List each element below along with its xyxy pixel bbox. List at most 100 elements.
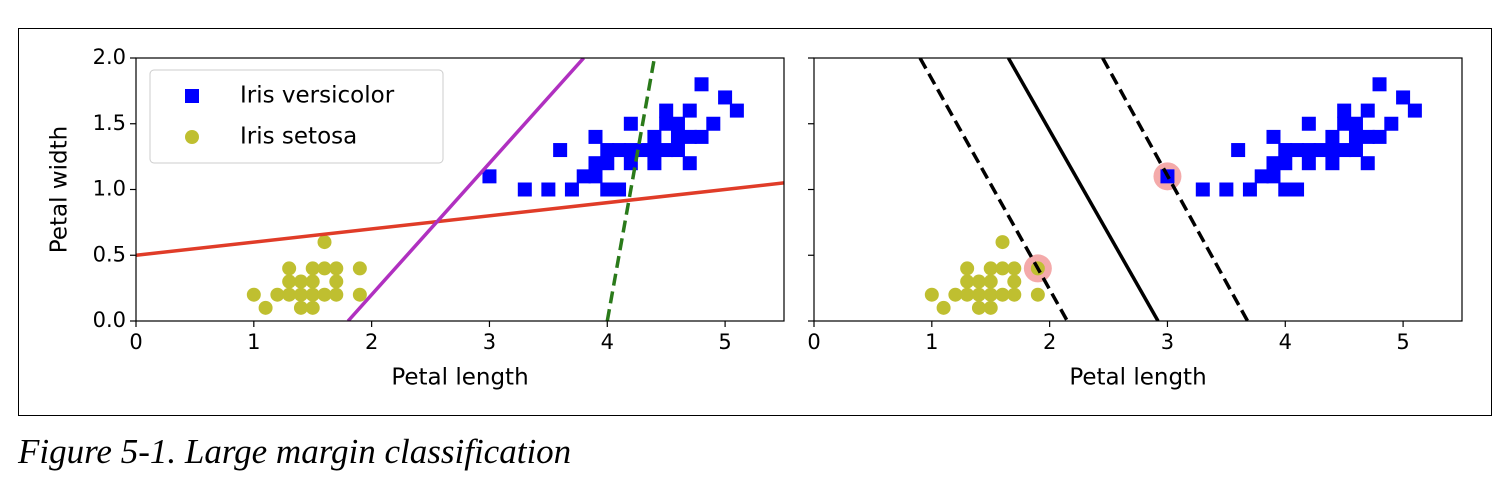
line xyxy=(1101,58,1250,321)
point xyxy=(1325,156,1340,171)
point xyxy=(1360,129,1375,144)
line xyxy=(605,58,657,321)
x-tick-label: 2 xyxy=(365,330,378,354)
point xyxy=(995,261,1010,276)
point xyxy=(682,129,697,144)
point xyxy=(576,169,591,184)
point xyxy=(995,287,1010,302)
point xyxy=(936,300,951,315)
point xyxy=(1266,156,1281,171)
point xyxy=(971,300,986,315)
point xyxy=(553,143,568,158)
point xyxy=(1384,116,1399,131)
point xyxy=(517,182,532,197)
point xyxy=(1242,182,1257,197)
point xyxy=(706,116,721,131)
point xyxy=(670,143,685,158)
x-tick-label: 3 xyxy=(483,330,496,354)
point xyxy=(1360,156,1375,171)
point xyxy=(1337,103,1352,118)
line xyxy=(918,58,1069,321)
point xyxy=(541,182,556,197)
legend-marker xyxy=(185,89,199,103)
point xyxy=(694,77,709,92)
x-tick-label: 5 xyxy=(1396,330,1409,354)
point xyxy=(647,143,662,158)
point xyxy=(600,156,615,171)
point xyxy=(1407,103,1422,118)
point xyxy=(352,261,367,276)
legend-box xyxy=(149,69,444,164)
legend-label: Iris versicolor xyxy=(240,83,395,109)
point xyxy=(282,261,297,276)
point xyxy=(1030,287,1045,302)
point xyxy=(600,143,615,158)
point xyxy=(659,143,674,158)
point xyxy=(600,182,615,197)
point xyxy=(305,261,320,276)
point xyxy=(682,156,697,171)
point xyxy=(1348,143,1363,158)
point xyxy=(1266,169,1281,184)
point xyxy=(1195,182,1210,197)
axes-frame xyxy=(135,57,785,322)
point xyxy=(282,287,297,302)
point xyxy=(317,235,332,250)
point xyxy=(564,182,579,197)
point xyxy=(694,129,709,144)
point xyxy=(1290,143,1305,158)
point xyxy=(983,261,998,276)
x-tick-label: 2 xyxy=(1043,330,1056,354)
point xyxy=(329,274,344,289)
point xyxy=(1301,156,1316,171)
point xyxy=(659,103,674,118)
point xyxy=(1278,156,1293,171)
axes-frame xyxy=(813,57,1463,322)
legend-label: Iris setosa xyxy=(240,124,357,150)
point xyxy=(647,129,662,144)
point xyxy=(983,287,998,302)
point xyxy=(482,169,497,184)
line xyxy=(1006,58,1160,321)
legend-marker xyxy=(185,130,199,144)
point xyxy=(1266,129,1281,144)
point xyxy=(352,287,367,302)
point xyxy=(1372,77,1387,92)
point xyxy=(960,274,975,289)
x-tick-label: 4 xyxy=(601,330,614,354)
x-tick-label: 1 xyxy=(247,330,260,354)
point xyxy=(305,300,320,315)
point xyxy=(612,143,627,158)
point xyxy=(971,274,986,289)
point xyxy=(623,143,638,158)
plot-area xyxy=(136,58,784,321)
point xyxy=(971,287,986,302)
point xyxy=(270,287,285,302)
point xyxy=(293,274,308,289)
point xyxy=(659,116,674,131)
point xyxy=(1007,274,1022,289)
point xyxy=(612,182,627,197)
point xyxy=(305,274,320,289)
point xyxy=(983,274,998,289)
point xyxy=(293,287,308,302)
point xyxy=(329,287,344,302)
point xyxy=(623,156,638,171)
plot-area xyxy=(918,58,1422,321)
point xyxy=(1313,143,1328,158)
point xyxy=(670,129,685,144)
point xyxy=(983,300,998,315)
point xyxy=(635,143,650,158)
point xyxy=(1325,129,1340,144)
point xyxy=(1337,116,1352,131)
point xyxy=(1301,116,1316,131)
point xyxy=(670,116,685,131)
point xyxy=(305,287,320,302)
point xyxy=(1219,182,1234,197)
point xyxy=(623,116,638,131)
point xyxy=(1254,169,1269,184)
point xyxy=(718,90,733,105)
point xyxy=(329,261,344,276)
point xyxy=(729,103,744,118)
